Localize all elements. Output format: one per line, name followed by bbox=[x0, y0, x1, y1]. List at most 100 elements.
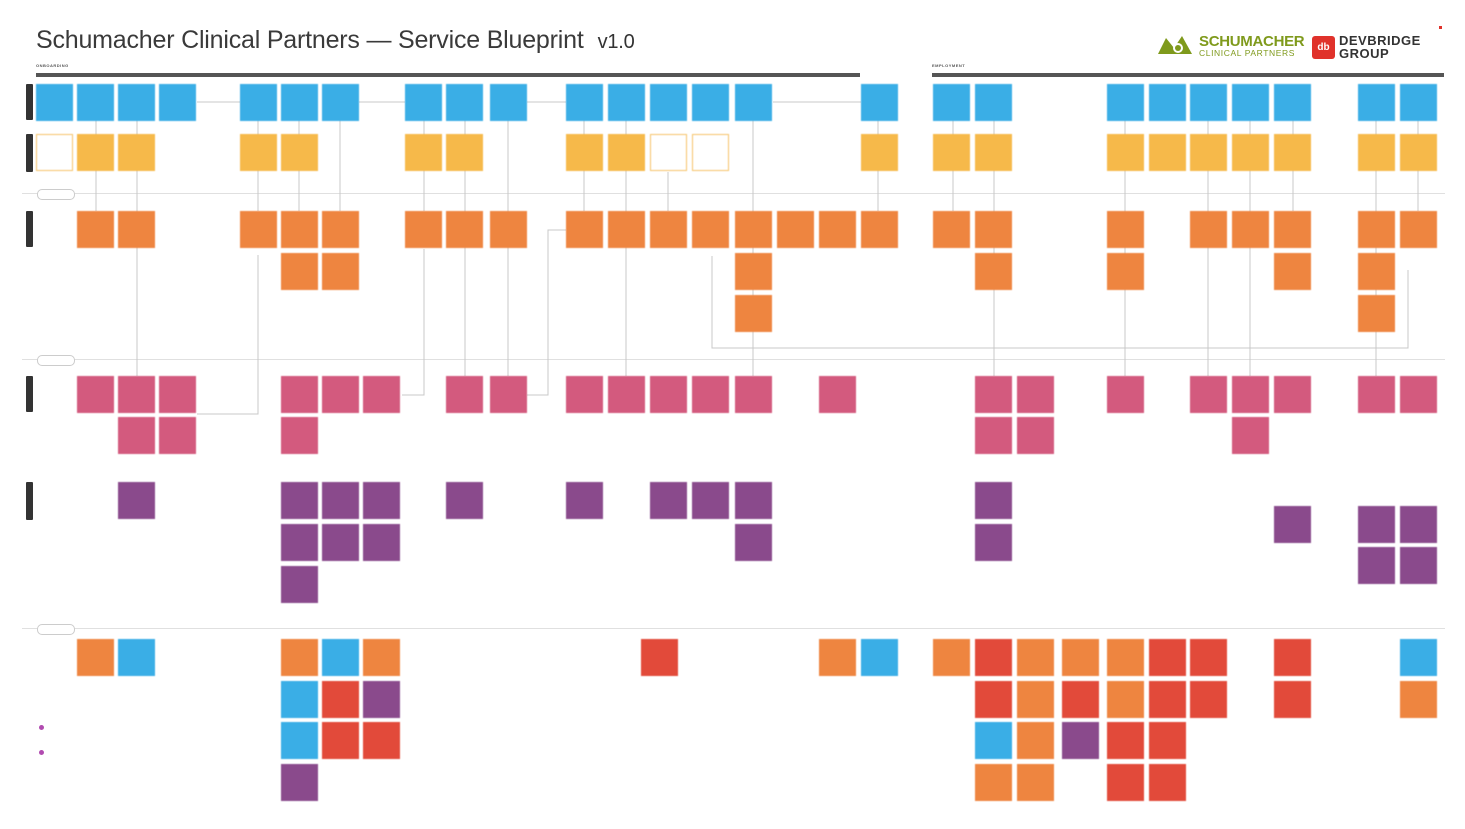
backstage-card[interactable] bbox=[322, 376, 359, 413]
provider-action-card[interactable] bbox=[608, 84, 645, 121]
touchpoint-card[interactable] bbox=[240, 134, 277, 171]
support-card[interactable] bbox=[1400, 681, 1437, 718]
backstage-card[interactable] bbox=[159, 417, 196, 454]
touchpoint-card[interactable] bbox=[1232, 134, 1269, 171]
backstage-card[interactable] bbox=[1358, 376, 1395, 413]
support-card[interactable] bbox=[1190, 681, 1227, 718]
touchpoint-card[interactable] bbox=[36, 134, 73, 171]
support-card[interactable] bbox=[281, 764, 318, 801]
touchpoint-card[interactable] bbox=[1149, 134, 1186, 171]
provider-action-card[interactable] bbox=[1274, 84, 1311, 121]
provider-action-card[interactable] bbox=[1400, 84, 1437, 121]
backstage-card[interactable] bbox=[608, 376, 645, 413]
frontstage-card[interactable] bbox=[1107, 211, 1144, 248]
provider-action-card[interactable] bbox=[1149, 84, 1186, 121]
support-card[interactable] bbox=[1017, 764, 1054, 801]
support-card[interactable] bbox=[975, 764, 1012, 801]
frontstage-card[interactable] bbox=[322, 253, 359, 290]
provider-action-card[interactable] bbox=[36, 84, 73, 121]
system-card[interactable] bbox=[446, 482, 483, 519]
support-card[interactable] bbox=[281, 639, 318, 676]
system-card[interactable] bbox=[1358, 506, 1395, 543]
provider-action-card[interactable] bbox=[240, 84, 277, 121]
support-card[interactable] bbox=[77, 639, 114, 676]
backstage-card[interactable] bbox=[281, 417, 318, 454]
support-card[interactable] bbox=[1274, 639, 1311, 676]
support-card[interactable] bbox=[1017, 639, 1054, 676]
touchpoint-card[interactable] bbox=[1190, 134, 1227, 171]
touchpoint-card[interactable] bbox=[975, 134, 1012, 171]
frontstage-card[interactable] bbox=[1190, 211, 1227, 248]
support-card[interactable] bbox=[363, 681, 400, 718]
provider-action-card[interactable] bbox=[566, 84, 603, 121]
support-card[interactable] bbox=[1149, 764, 1186, 801]
support-card[interactable] bbox=[1190, 639, 1227, 676]
support-card[interactable] bbox=[1274, 681, 1311, 718]
backstage-card[interactable] bbox=[1400, 376, 1437, 413]
touchpoint-card[interactable] bbox=[1400, 134, 1437, 171]
frontstage-card[interactable] bbox=[975, 211, 1012, 248]
provider-action-card[interactable] bbox=[933, 84, 970, 121]
frontstage-card[interactable] bbox=[405, 211, 442, 248]
frontstage-card[interactable] bbox=[608, 211, 645, 248]
system-card[interactable] bbox=[975, 482, 1012, 519]
support-card[interactable] bbox=[975, 681, 1012, 718]
backstage-card[interactable] bbox=[650, 376, 687, 413]
support-card[interactable] bbox=[861, 639, 898, 676]
system-card[interactable] bbox=[363, 524, 400, 561]
frontstage-card[interactable] bbox=[446, 211, 483, 248]
provider-action-card[interactable] bbox=[490, 84, 527, 121]
provider-action-card[interactable] bbox=[1190, 84, 1227, 121]
provider-action-card[interactable] bbox=[1107, 84, 1144, 121]
support-card[interactable] bbox=[1149, 722, 1186, 759]
provider-action-card[interactable] bbox=[692, 84, 729, 121]
frontstage-card[interactable] bbox=[118, 211, 155, 248]
support-card[interactable] bbox=[1017, 681, 1054, 718]
touchpoint-card[interactable] bbox=[861, 134, 898, 171]
provider-action-card[interactable] bbox=[118, 84, 155, 121]
provider-action-card[interactable] bbox=[281, 84, 318, 121]
system-card[interactable] bbox=[1358, 547, 1395, 584]
touchpoint-card[interactable] bbox=[650, 134, 687, 171]
support-card[interactable] bbox=[363, 639, 400, 676]
provider-action-card[interactable] bbox=[1358, 84, 1395, 121]
system-card[interactable] bbox=[975, 524, 1012, 561]
frontstage-card[interactable] bbox=[975, 253, 1012, 290]
support-card[interactable] bbox=[819, 639, 856, 676]
support-card[interactable] bbox=[281, 722, 318, 759]
system-card[interactable] bbox=[322, 524, 359, 561]
provider-action-card[interactable] bbox=[405, 84, 442, 121]
support-card[interactable] bbox=[1107, 639, 1144, 676]
provider-action-card[interactable] bbox=[446, 84, 483, 121]
backstage-card[interactable] bbox=[735, 376, 772, 413]
touchpoint-card[interactable] bbox=[405, 134, 442, 171]
support-card[interactable] bbox=[363, 722, 400, 759]
backstage-card[interactable] bbox=[1232, 376, 1269, 413]
support-card[interactable] bbox=[1062, 639, 1099, 676]
backstage-card[interactable] bbox=[490, 376, 527, 413]
frontstage-card[interactable] bbox=[1358, 253, 1395, 290]
support-card[interactable] bbox=[322, 722, 359, 759]
system-card[interactable] bbox=[322, 482, 359, 519]
system-card[interactable] bbox=[1274, 506, 1311, 543]
backstage-card[interactable] bbox=[77, 376, 114, 413]
system-card[interactable] bbox=[692, 482, 729, 519]
frontstage-card[interactable] bbox=[735, 211, 772, 248]
frontstage-card[interactable] bbox=[1274, 211, 1311, 248]
support-card[interactable] bbox=[1062, 681, 1099, 718]
support-card[interactable] bbox=[322, 639, 359, 676]
backstage-card[interactable] bbox=[118, 417, 155, 454]
frontstage-card[interactable] bbox=[861, 211, 898, 248]
frontstage-card[interactable] bbox=[777, 211, 814, 248]
support-card[interactable] bbox=[118, 639, 155, 676]
frontstage-card[interactable] bbox=[650, 211, 687, 248]
provider-action-card[interactable] bbox=[159, 84, 196, 121]
touchpoint-card[interactable] bbox=[608, 134, 645, 171]
frontstage-card[interactable] bbox=[1400, 211, 1437, 248]
frontstage-card[interactable] bbox=[240, 211, 277, 248]
backstage-card[interactable] bbox=[281, 376, 318, 413]
touchpoint-card[interactable] bbox=[1274, 134, 1311, 171]
support-card[interactable] bbox=[322, 681, 359, 718]
frontstage-card[interactable] bbox=[1232, 211, 1269, 248]
touchpoint-card[interactable] bbox=[1107, 134, 1144, 171]
